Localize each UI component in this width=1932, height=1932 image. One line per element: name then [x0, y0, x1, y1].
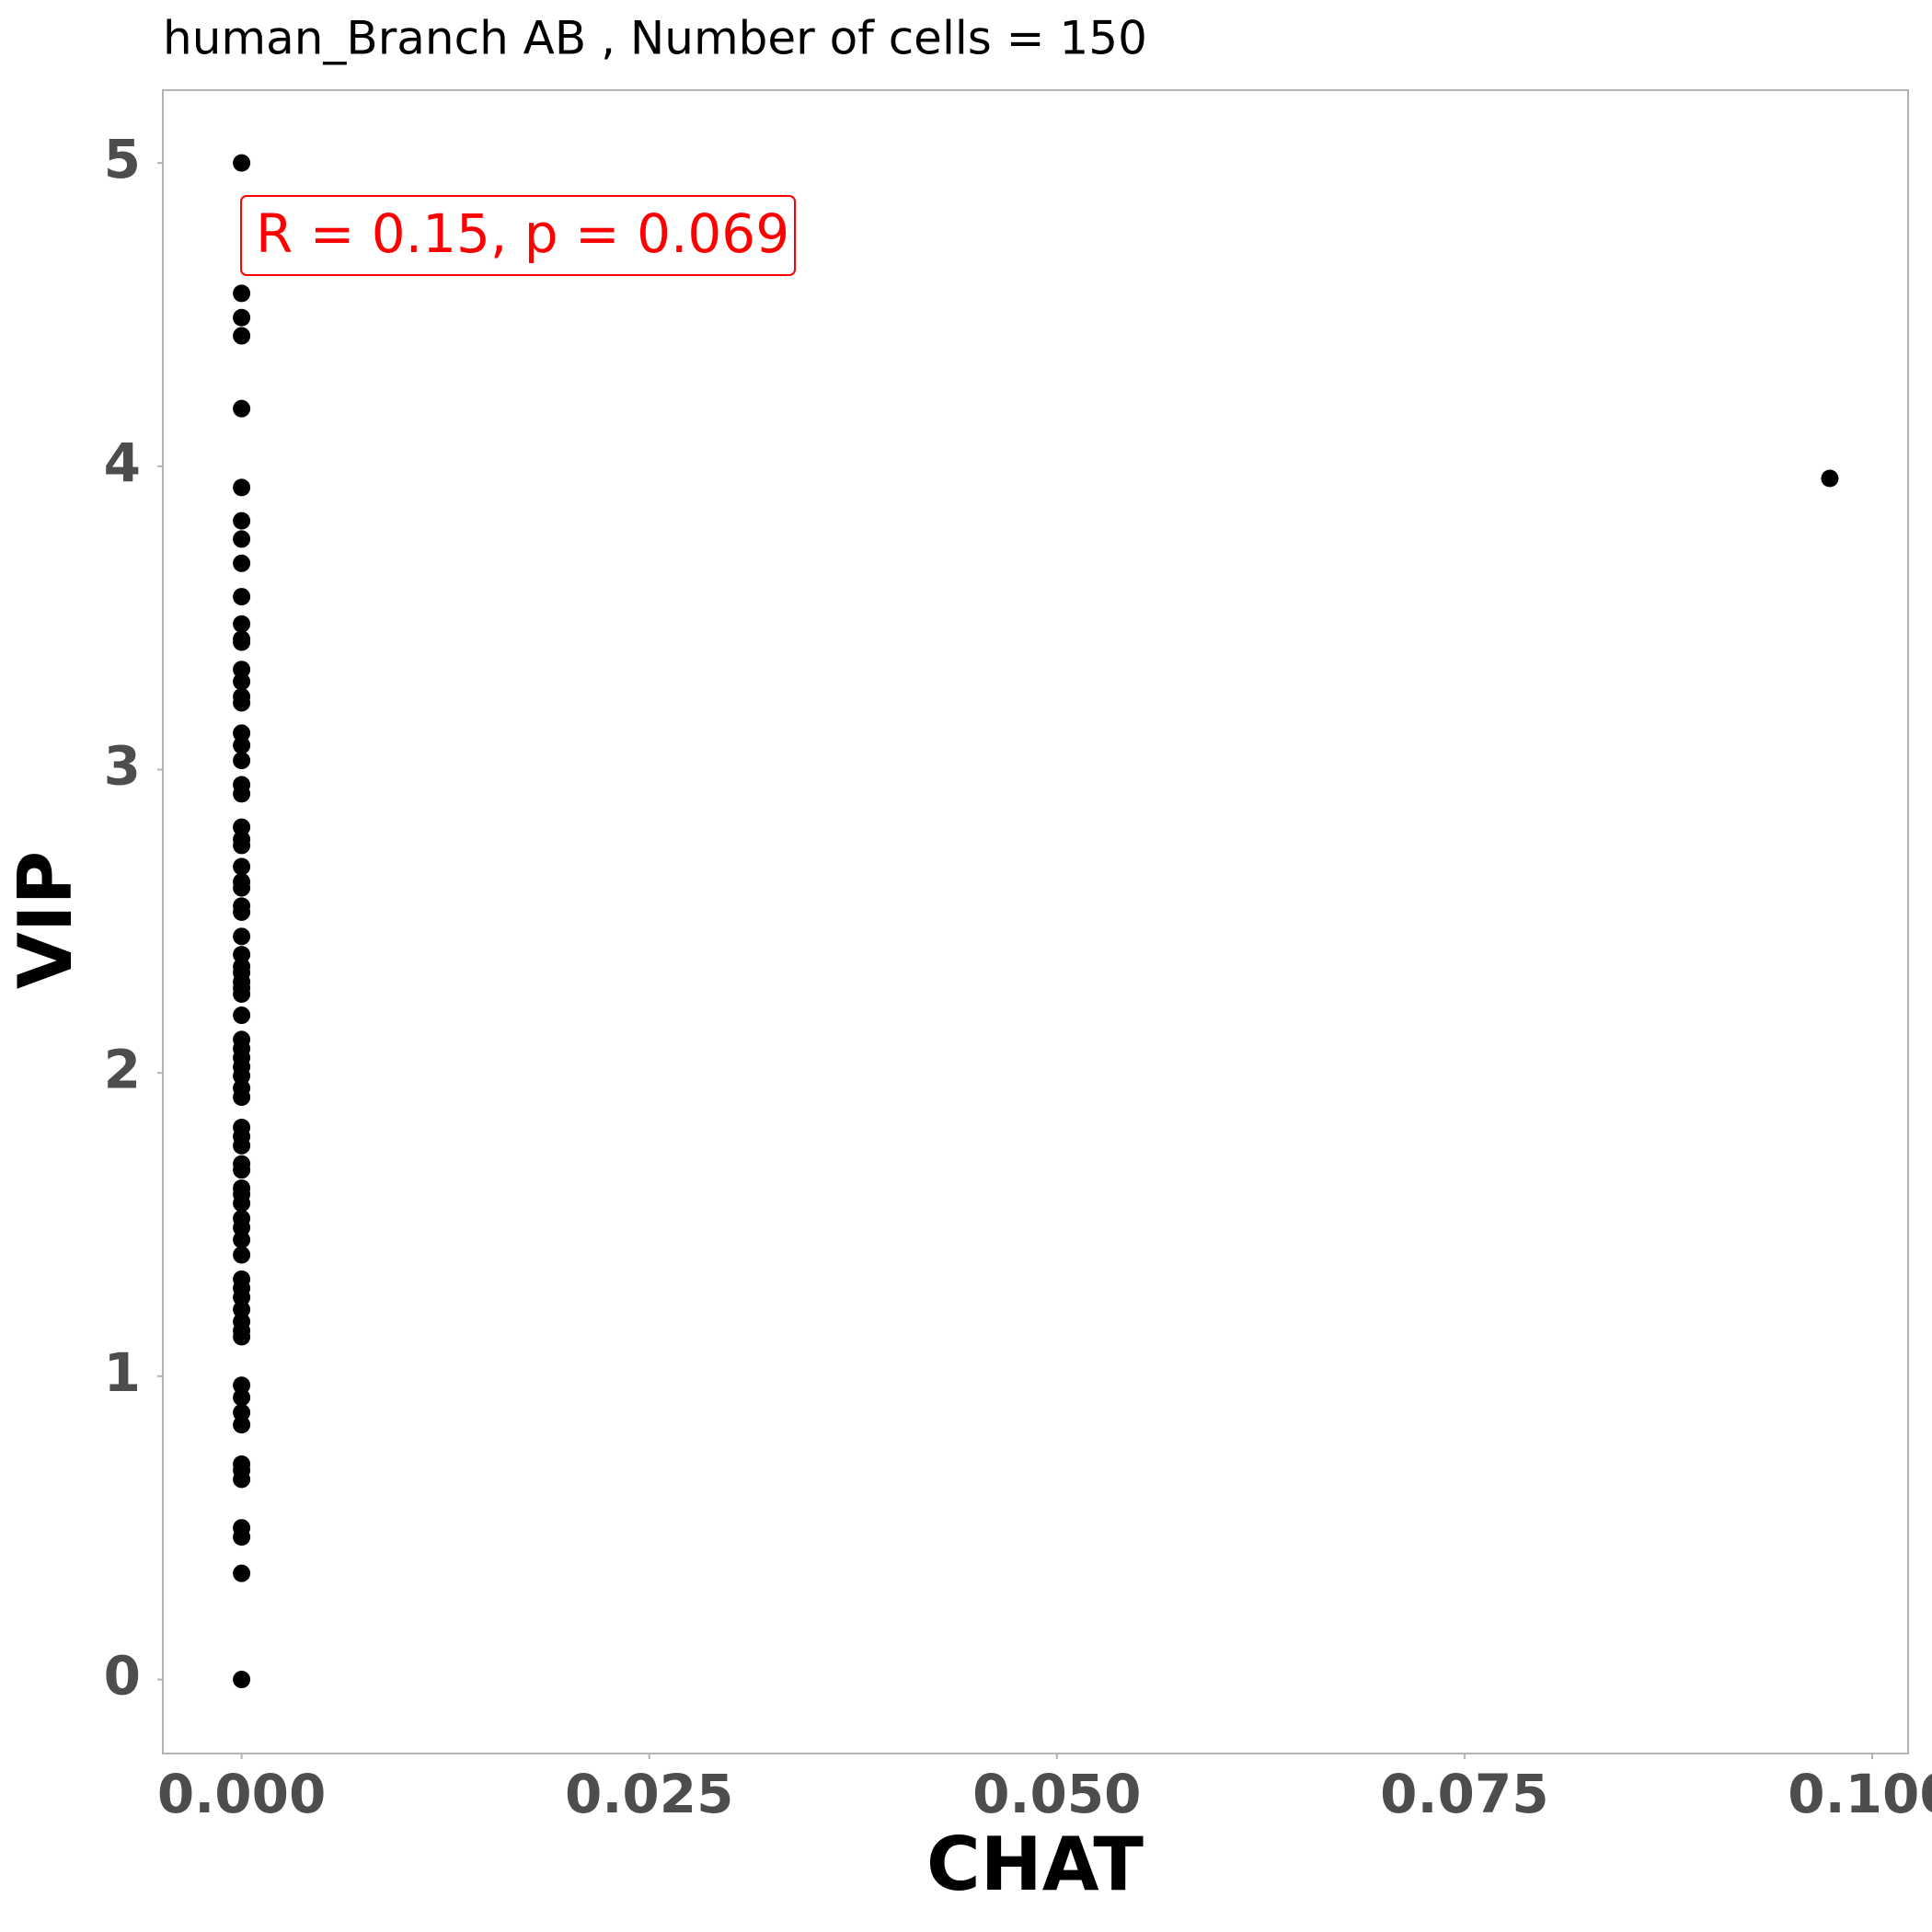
point	[233, 946, 251, 964]
point	[233, 673, 251, 691]
point	[233, 530, 251, 548]
point	[233, 1388, 251, 1407]
point	[233, 1194, 251, 1213]
point	[233, 478, 251, 497]
y-axis-title: VIP	[3, 851, 88, 989]
point	[233, 1088, 251, 1107]
point	[233, 984, 251, 1003]
point	[233, 1564, 251, 1582]
plot-border	[162, 89, 1909, 1754]
x-tick-label: 0.025	[565, 1763, 733, 1825]
point	[233, 1403, 251, 1421]
point	[233, 588, 251, 606]
point	[233, 1161, 251, 1179]
point	[233, 927, 251, 946]
annotation-box	[240, 195, 796, 276]
point	[233, 1246, 251, 1264]
point	[233, 1470, 251, 1489]
point	[233, 903, 251, 921]
point	[233, 752, 251, 770]
point	[233, 1006, 251, 1025]
point	[233, 1231, 251, 1249]
point	[233, 1671, 251, 1689]
y-tick-label: 1	[104, 1341, 141, 1404]
point	[233, 1218, 251, 1236]
point	[233, 512, 251, 530]
point	[233, 1288, 251, 1306]
point	[1821, 469, 1839, 488]
point	[233, 554, 251, 572]
x-axis-title: CHAT	[926, 1822, 1144, 1907]
point	[233, 1136, 251, 1155]
point	[233, 1416, 251, 1434]
y-tick-label: 2	[104, 1038, 141, 1100]
annotation: R = 0.15, p = 0.069	[256, 202, 789, 265]
point	[233, 1300, 251, 1318]
point	[233, 661, 251, 679]
x-tick-label: 0.000	[157, 1763, 326, 1825]
point	[233, 1528, 251, 1547]
point	[233, 308, 251, 327]
y-tick-label: 5	[104, 128, 141, 190]
y-tick-label: 4	[104, 431, 141, 494]
point	[233, 1328, 251, 1346]
chart-title: human_Branch AB , Number of cells = 150	[163, 12, 1147, 65]
y-tick-label: 0	[104, 1645, 141, 1708]
y-tick-label: 3	[104, 735, 141, 798]
point	[233, 857, 251, 876]
point	[233, 694, 251, 712]
point	[233, 818, 251, 836]
point	[233, 785, 251, 803]
point	[233, 399, 251, 418]
x-tick-label: 0.075	[1380, 1763, 1548, 1825]
x-tick-label: 0.050	[972, 1763, 1141, 1825]
point	[233, 879, 251, 897]
point	[233, 836, 251, 855]
point	[233, 284, 251, 303]
point	[233, 1376, 251, 1395]
point	[233, 736, 251, 754]
point	[233, 633, 251, 651]
point	[233, 327, 251, 345]
point	[233, 615, 251, 633]
point	[233, 1066, 251, 1085]
point	[233, 724, 251, 742]
point	[233, 154, 251, 172]
x-tick-label: 0.100	[1788, 1763, 1932, 1825]
